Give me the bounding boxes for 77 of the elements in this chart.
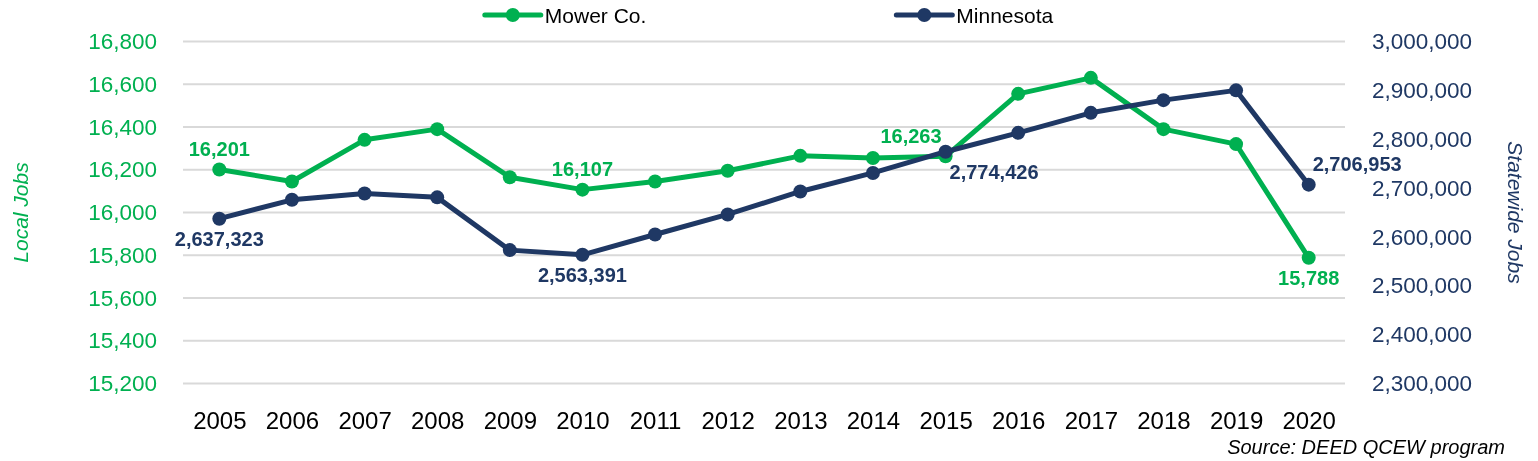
y2-tick-label: 2,700,000 (1372, 175, 1473, 201)
x-tick-label: 2011 (629, 406, 682, 434)
y-tick-label: 16,600 (88, 71, 157, 97)
point (430, 122, 445, 137)
x-tick-label: 2010 (556, 406, 610, 434)
x-tick-label: 2013 (774, 406, 828, 434)
point (502, 243, 517, 258)
legend-label: Minnesota (956, 3, 1054, 27)
data-label: 2,637,323 (174, 228, 264, 251)
point (1156, 93, 1171, 108)
point (793, 184, 808, 199)
x-tick-label: 2007 (338, 406, 392, 434)
point (1156, 122, 1171, 137)
data-label: 16,107 (551, 158, 614, 181)
y-tick-label: 15,600 (88, 285, 157, 311)
y-tick-label: 16,400 (88, 114, 157, 140)
x-tick-label: 2018 (1137, 406, 1191, 434)
y-tick-label: 15,200 (88, 371, 157, 397)
data-label: 16,263 (880, 124, 942, 147)
x-tick-label: 2020 (1282, 406, 1336, 434)
point (357, 132, 372, 147)
point (284, 174, 299, 189)
data-label: 15,788 (1278, 267, 1340, 290)
y2-tick-label: 2,400,000 (1372, 322, 1473, 348)
point (212, 211, 227, 226)
data-label: 16,201 (188, 138, 250, 161)
point (865, 165, 880, 180)
point (1011, 86, 1026, 101)
point (430, 190, 445, 205)
point (357, 186, 372, 201)
y2-tick-label: 2,800,000 (1372, 126, 1473, 152)
y-tick-label: 15,400 (88, 328, 157, 354)
y2-tick-label: 2,500,000 (1372, 273, 1473, 299)
point (1229, 137, 1244, 152)
point (1229, 83, 1244, 98)
point (502, 170, 517, 185)
y-tick-label: 16,200 (88, 157, 157, 183)
data-label: 2,774,426 (949, 161, 1039, 184)
point (1301, 250, 1316, 265)
data-label: 2,706,953 (1312, 153, 1402, 176)
y-axis-title: Local Jobs (8, 161, 32, 263)
data-label: 2,563,391 (537, 264, 627, 287)
point (865, 151, 880, 165)
x-tick-label: 2005 (193, 406, 247, 434)
x-tick-label: 2012 (701, 406, 755, 434)
point (575, 182, 590, 197)
x-tick-label: 2006 (265, 406, 320, 434)
point (720, 163, 735, 178)
y2-axis-title: Statewide Jobs (1503, 141, 1527, 285)
point (938, 144, 953, 159)
x-tick-label: 2014 (846, 406, 901, 434)
y-tick-label: 15,800 (88, 242, 157, 268)
y2-tick-label: 3,000,000 (1372, 29, 1473, 55)
source-note: Source: DEED QCEW program (1227, 436, 1505, 458)
point (1301, 177, 1316, 192)
y2-tick-label: 2,900,000 (1372, 78, 1473, 104)
legend-label: Mower Co. (544, 3, 647, 27)
point (648, 174, 663, 189)
point (212, 162, 227, 177)
x-tick-label: 2009 (483, 406, 538, 434)
point (793, 148, 808, 163)
point (720, 207, 735, 222)
point (1083, 70, 1098, 85)
point (1011, 125, 1026, 140)
y2-tick-label: 2,600,000 (1372, 224, 1473, 250)
point (575, 247, 590, 262)
x-tick-label: 2008 (410, 406, 465, 434)
x-tick-label: 2016 (991, 406, 1046, 434)
x-tick-label: 2015 (919, 406, 973, 434)
x-tick-label: 2019 (1209, 406, 1264, 434)
x-tick-label: 2017 (1064, 406, 1119, 434)
y-tick-label: 16,800 (88, 29, 157, 55)
y-tick-label: 16,000 (88, 200, 157, 226)
point (648, 227, 663, 242)
point (1083, 105, 1098, 120)
point (284, 192, 299, 207)
y2-tick-label: 2,300,000 (1372, 371, 1473, 397)
